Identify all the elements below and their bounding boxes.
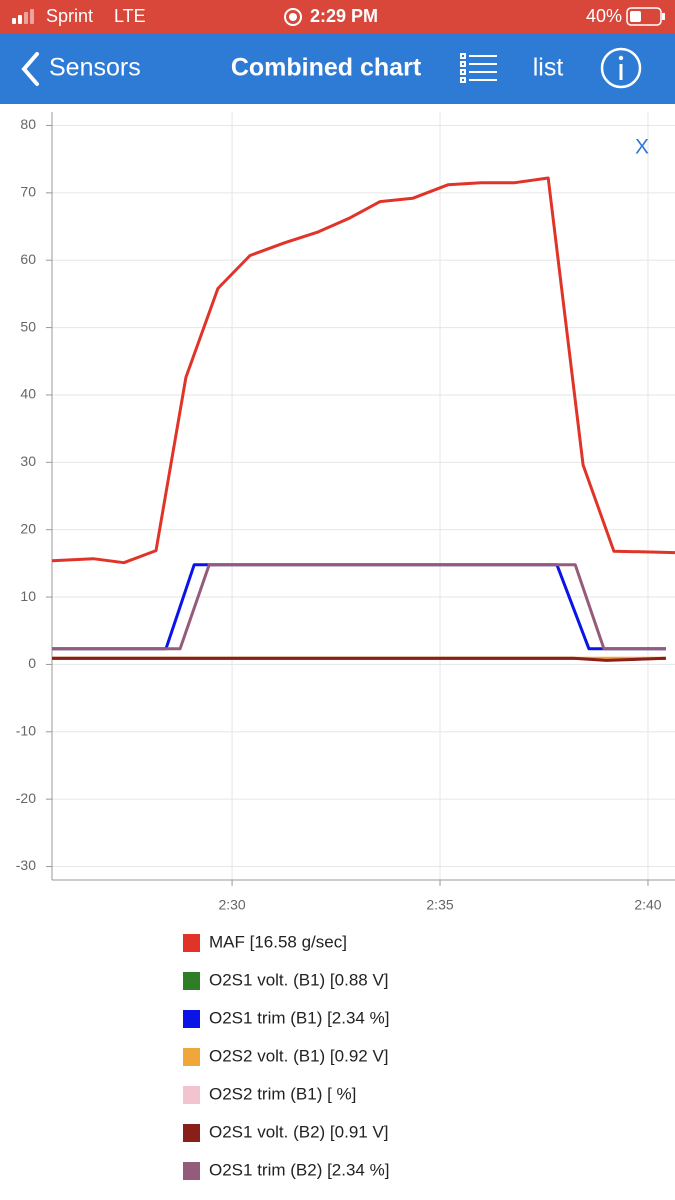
y-tick-label: 70 <box>20 184 36 200</box>
battery-icon <box>626 7 662 26</box>
chart: -30 -20 -10 0 10 20 30 40 50 60 70 80 2:30 2:35 2:40 <box>16 112 675 913</box>
legend-label: O2S1 volt. (B2) [0.91 V] <box>209 1122 389 1141</box>
back-button[interactable]: Sensors <box>21 52 141 86</box>
series-line <box>52 656 666 662</box>
legend-swatch <box>183 1086 200 1104</box>
legend-label: O2S2 volt. (B1) [0.92 V] <box>209 1046 389 1065</box>
battery-tip <box>662 13 665 20</box>
y-tick-label: 40 <box>20 386 36 402</box>
x-tick-label: 2:40 <box>634 897 661 913</box>
status-bar <box>0 0 675 33</box>
close-button[interactable]: X <box>635 136 649 159</box>
back-label[interactable]: Sensors <box>49 54 141 82</box>
y-tick-label: -20 <box>16 790 36 806</box>
legend-label: O2S1 trim (B1) [2.34 %] <box>209 1008 389 1027</box>
legend-swatch <box>183 1162 200 1180</box>
legend-label: O2S1 trim (B2) [2.34 %] <box>209 1160 389 1179</box>
y-tick-label: 0 <box>28 655 36 671</box>
record-dot <box>289 13 297 21</box>
legend-swatch <box>183 1124 200 1142</box>
carrier: Sprint <box>46 6 93 26</box>
series-line <box>52 563 666 651</box>
y-tick-label: -30 <box>16 857 36 873</box>
nav-bar <box>0 33 675 104</box>
legend-label: O2S2 trim (B1) [ %] <box>209 1084 356 1103</box>
signal-icon <box>12 9 34 24</box>
nav-title: Combined chart <box>231 54 422 82</box>
y-tick-label: 80 <box>20 116 36 132</box>
record-icon <box>284 8 302 26</box>
legend-label: MAF [16.58 g/sec] <box>209 932 347 951</box>
battery-text: 40% <box>586 6 622 26</box>
legend-swatch <box>183 1010 200 1028</box>
legend-label: O2S1 volt. (B1) [0.88 V] <box>209 970 389 989</box>
list-icon[interactable] <box>460 53 497 83</box>
y-tick-label: 50 <box>20 318 36 334</box>
clock: 2:29 PM <box>310 6 378 26</box>
legend-swatch <box>183 1048 200 1066</box>
legend-swatch <box>183 972 200 990</box>
y-tick-label: -10 <box>16 722 36 738</box>
legend-swatch <box>183 934 200 952</box>
list-button[interactable]: list <box>533 54 564 82</box>
y-tick-label: 20 <box>20 520 36 536</box>
x-tick-label: 2:30 <box>218 897 245 913</box>
info-button[interactable] <box>600 47 642 89</box>
x-tick-label: 2:35 <box>426 897 453 913</box>
series-line <box>51 176 675 565</box>
y-tick-label: 60 <box>20 251 36 267</box>
back-chevron <box>21 52 39 86</box>
battery-level <box>630 11 641 22</box>
y-tick-label: 30 <box>20 453 36 469</box>
y-tick-label: 10 <box>20 588 36 604</box>
series-line <box>52 563 666 651</box>
network: LTE <box>114 6 146 26</box>
